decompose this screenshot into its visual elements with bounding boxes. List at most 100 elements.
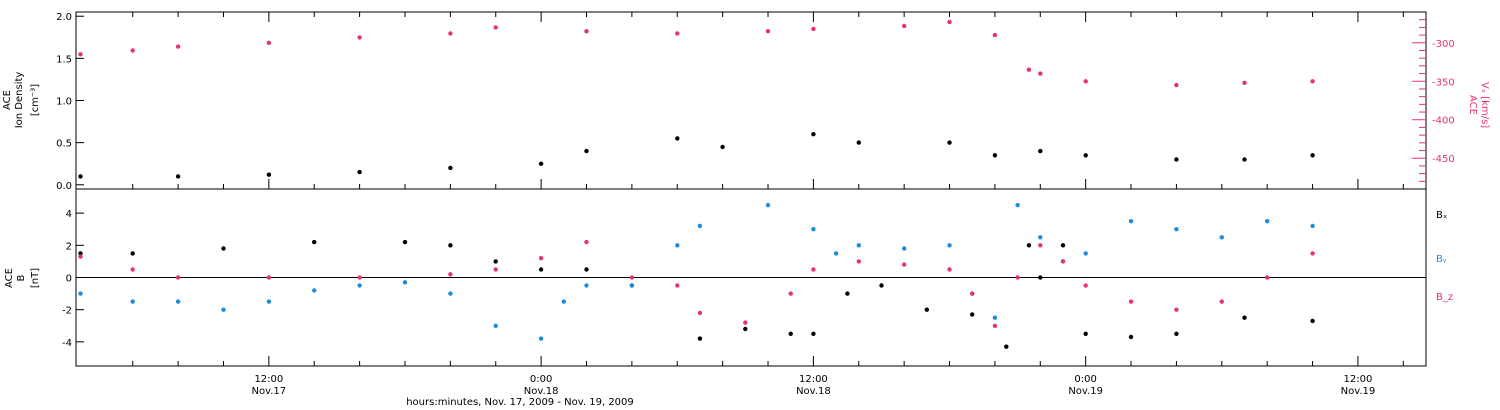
series-0-point — [1038, 275, 1043, 280]
series-2-point — [448, 272, 453, 277]
series-1-point — [1026, 67, 1032, 72]
series-0-point — [1038, 148, 1043, 154]
series-1-point — [266, 299, 272, 304]
time-tick-label: 0:00 — [1074, 374, 1096, 385]
density-axis-label-line2: Ion Density — [14, 72, 25, 129]
series-0-point — [856, 140, 861, 145]
series-0-point — [1004, 344, 1009, 349]
day-tick-label: Nov.18 — [796, 386, 831, 397]
series-2-point — [697, 310, 703, 316]
top-panel-frame — [75, 11, 1427, 190]
series-1-point — [175, 44, 181, 49]
series-0-point — [1128, 334, 1134, 340]
series-0-point — [947, 140, 952, 145]
time-tick-label: 12:00 — [799, 374, 828, 385]
series-2-point — [788, 291, 793, 296]
series-2-point — [675, 283, 680, 288]
series-0-point — [743, 326, 748, 332]
series-0-point — [675, 136, 680, 141]
field-tick-label: -4 — [62, 338, 72, 349]
series-2-point — [130, 267, 135, 272]
time-axis-title: hours:minutes, Nov. 17, 2009 - Nov. 19, … — [406, 397, 634, 408]
day-tick-label: Nov.19 — [1341, 386, 1376, 397]
density-tick-label: 0.5 — [56, 139, 72, 150]
series-1-point — [675, 243, 680, 248]
series-2-point — [1219, 299, 1225, 304]
series-1-point — [1310, 223, 1315, 229]
series-2-point — [1038, 243, 1043, 248]
field-tick-label: -2 — [62, 306, 72, 317]
velocity-axis-ticks: -300 -350 -400 -450 — [1412, 19, 1455, 182]
series-1-point — [78, 291, 83, 296]
series-0-point — [448, 243, 453, 248]
field-axis-ticks: -4 -2 0 2 4 — [62, 209, 84, 349]
series-1-point — [561, 299, 566, 304]
series-2-point — [970, 291, 975, 296]
series-1-point — [448, 291, 453, 296]
series-1-point — [1083, 251, 1088, 256]
density-axis-ticks: 0.0 0.5 1.0 1.5 2.0 — [56, 12, 84, 192]
series-1-point — [493, 323, 498, 328]
series-0-point — [221, 246, 226, 251]
field-axis-label-line2: B — [16, 274, 27, 281]
field-axis-label-line1: ACE — [4, 268, 15, 288]
series-0-point — [78, 174, 83, 179]
series-1-point — [697, 223, 703, 229]
field-tick-label: 0 — [66, 274, 72, 285]
series-1-point — [1038, 235, 1043, 240]
series-1-point — [902, 246, 907, 251]
density-tick-label: 2.0 — [56, 12, 72, 23]
series-1-point — [130, 299, 135, 304]
series-1-point — [584, 29, 589, 34]
series-1-point — [1174, 82, 1179, 88]
series-0-point — [845, 291, 850, 296]
series-1-point — [584, 283, 589, 288]
density-axis-label-line1: ACE — [2, 90, 13, 110]
series-0-point — [788, 331, 793, 336]
series-2-point — [538, 256, 544, 261]
series-0-point — [720, 144, 725, 150]
series-0-point — [402, 239, 408, 245]
density-tick-label: 1.5 — [56, 54, 72, 65]
series-1-point — [493, 25, 498, 30]
series-2-point — [947, 267, 952, 272]
series-2-point — [1128, 299, 1134, 304]
legend-bx: Bₓ — [1436, 210, 1447, 221]
series-0-point — [584, 148, 589, 154]
series-2-point — [992, 323, 998, 328]
series-2-point — [1015, 275, 1020, 280]
series-0-point — [1242, 315, 1247, 320]
series-2-point — [1174, 307, 1179, 312]
series-1-point — [402, 280, 408, 285]
velocity-tick-label: -400 — [1432, 116, 1455, 127]
velocity-tick-label: -450 — [1432, 154, 1455, 165]
time-tick-label: 0:00 — [530, 374, 552, 385]
series-0-point — [1083, 331, 1088, 336]
day-tick-label: Nov.17 — [252, 386, 287, 397]
series-1-point — [1242, 80, 1247, 86]
series-1-point — [448, 31, 453, 36]
time-tick-label: 12:00 — [254, 374, 283, 385]
series-2-point — [493, 267, 498, 272]
series-1-point — [833, 251, 839, 256]
bottom-panel-magnetic-field: -4 -2 0 2 4 ACE B [nT] Bₓ Bᵧ B_z — [4, 188, 1453, 367]
series-0-point — [811, 331, 816, 336]
velocity-tick-label: -350 — [1432, 77, 1455, 88]
density-tick-label: 1.0 — [56, 97, 72, 108]
series-0-point — [493, 259, 498, 264]
series-1-point — [1083, 79, 1088, 84]
series-2-point — [811, 267, 816, 272]
legend-bz: B_z — [1436, 292, 1453, 303]
series-1-point — [675, 31, 680, 36]
velocity-axis-label: Vₓ [km/s] — [1479, 82, 1490, 128]
time-axis: 12:00Nov.170:00Nov.1812:00Nov.180:00Nov.… — [132, 12, 1404, 397]
series-1-point — [1174, 227, 1179, 232]
day-tick-label: Nov.19 — [1068, 386, 1103, 397]
top-panel-density-velocity: 0.0 0.5 1.0 1.5 2.0 -300 -350 -400 -450 ACE Ion… — [2, 11, 1490, 192]
density-axis-unit: [cm⁻³] — [30, 84, 41, 116]
series-1-point — [992, 315, 998, 320]
series-2-point — [1060, 259, 1066, 264]
series-1-point — [1219, 235, 1225, 240]
series-2-point — [902, 262, 907, 267]
field-axis-unit: [nT] — [30, 268, 41, 288]
